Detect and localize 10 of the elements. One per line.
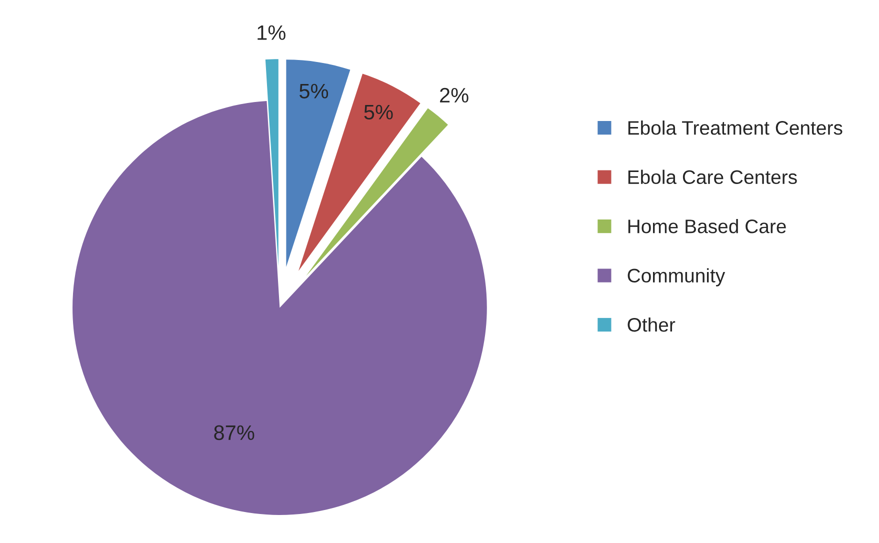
data-label: 5% — [364, 104, 393, 120]
data-label: 5% — [300, 84, 328, 98]
legend-label: Home Based Care — [628, 218, 786, 234]
data-label: 2% — [440, 88, 468, 103]
legend-label: Other — [628, 317, 676, 332]
legend-label: Community — [628, 268, 726, 286]
data-label: 1% — [258, 25, 286, 40]
data-label: 87% — [214, 425, 254, 440]
legend-label: Ebola Treatment Centers — [628, 120, 842, 135]
legend-label: Ebola Care Centers — [628, 170, 797, 184]
